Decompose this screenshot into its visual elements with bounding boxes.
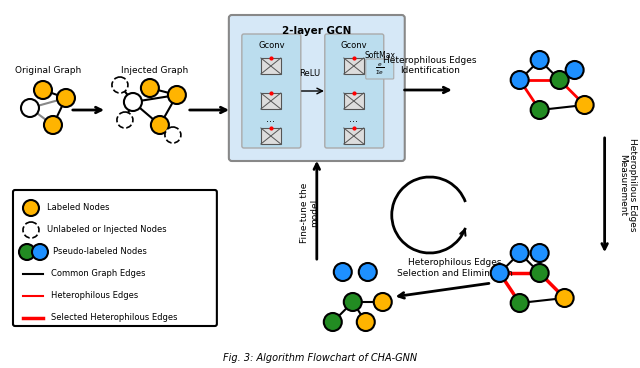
Text: Injected Graph: Injected Graph bbox=[121, 66, 189, 75]
Text: Unlabeled or Injected Nodes: Unlabeled or Injected Nodes bbox=[47, 226, 166, 234]
Text: Labeled Nodes: Labeled Nodes bbox=[47, 204, 109, 212]
Text: Fig. 3: Algorithm Flowchart of CHA-GNN: Fig. 3: Algorithm Flowchart of CHA-GNN bbox=[223, 353, 417, 363]
Circle shape bbox=[575, 96, 594, 114]
Circle shape bbox=[531, 264, 548, 282]
Circle shape bbox=[356, 313, 375, 331]
Text: ...: ... bbox=[266, 114, 275, 124]
Circle shape bbox=[21, 99, 39, 117]
Circle shape bbox=[34, 81, 52, 99]
Text: SoftMax: SoftMax bbox=[364, 50, 396, 60]
Circle shape bbox=[117, 112, 133, 128]
Text: 2-layer GCN: 2-layer GCN bbox=[282, 26, 351, 36]
Circle shape bbox=[112, 77, 128, 93]
Circle shape bbox=[19, 244, 35, 260]
Circle shape bbox=[23, 222, 39, 238]
Circle shape bbox=[124, 93, 142, 111]
Circle shape bbox=[334, 263, 352, 281]
Circle shape bbox=[491, 264, 509, 282]
Circle shape bbox=[550, 71, 569, 89]
FancyBboxPatch shape bbox=[324, 34, 384, 148]
Text: Heterophilous Edges: Heterophilous Edges bbox=[51, 291, 138, 301]
Text: Gconv: Gconv bbox=[258, 41, 285, 50]
Circle shape bbox=[23, 200, 39, 216]
Circle shape bbox=[168, 86, 186, 104]
Text: Selected Heterophilous Edges: Selected Heterophilous Edges bbox=[51, 314, 177, 322]
Polygon shape bbox=[261, 58, 281, 74]
Circle shape bbox=[151, 116, 169, 134]
Circle shape bbox=[531, 51, 548, 69]
Circle shape bbox=[141, 79, 159, 97]
FancyBboxPatch shape bbox=[13, 190, 217, 326]
Text: $\frac{e}{\Sigma e}$: $\frac{e}{\Sigma e}$ bbox=[375, 61, 385, 77]
Circle shape bbox=[165, 127, 181, 143]
FancyBboxPatch shape bbox=[229, 15, 404, 161]
Text: Heterophilous Edges
Identification: Heterophilous Edges Identification bbox=[383, 56, 477, 75]
FancyBboxPatch shape bbox=[242, 34, 301, 148]
Text: ReLU: ReLU bbox=[300, 68, 321, 78]
Circle shape bbox=[566, 61, 584, 79]
Circle shape bbox=[32, 244, 48, 260]
Text: Heterophilous Edges
Selection and Elimination: Heterophilous Edges Selection and Elimin… bbox=[397, 258, 513, 278]
Text: ...: ... bbox=[349, 114, 358, 124]
Text: Common Graph Edges: Common Graph Edges bbox=[51, 269, 145, 279]
Circle shape bbox=[57, 89, 75, 107]
Circle shape bbox=[511, 244, 529, 262]
Text: Original Graph: Original Graph bbox=[15, 66, 81, 75]
Text: Pseudo-labeled Nodes: Pseudo-labeled Nodes bbox=[53, 248, 147, 256]
Circle shape bbox=[531, 244, 548, 262]
Text: Fine-tune the
model: Fine-tune the model bbox=[300, 183, 319, 243]
Polygon shape bbox=[344, 93, 364, 109]
Circle shape bbox=[511, 294, 529, 312]
Circle shape bbox=[531, 101, 548, 119]
Circle shape bbox=[44, 116, 62, 134]
Polygon shape bbox=[261, 128, 281, 144]
Text: Heterophilous Edges
Measurement: Heterophilous Edges Measurement bbox=[618, 138, 637, 232]
Polygon shape bbox=[344, 58, 364, 74]
Circle shape bbox=[511, 71, 529, 89]
Circle shape bbox=[359, 263, 377, 281]
Circle shape bbox=[556, 289, 573, 307]
Text: Gconv: Gconv bbox=[341, 41, 367, 50]
Polygon shape bbox=[261, 93, 281, 109]
Circle shape bbox=[374, 293, 392, 311]
Circle shape bbox=[324, 313, 342, 331]
FancyBboxPatch shape bbox=[366, 59, 394, 79]
Polygon shape bbox=[344, 128, 364, 144]
Circle shape bbox=[344, 293, 362, 311]
